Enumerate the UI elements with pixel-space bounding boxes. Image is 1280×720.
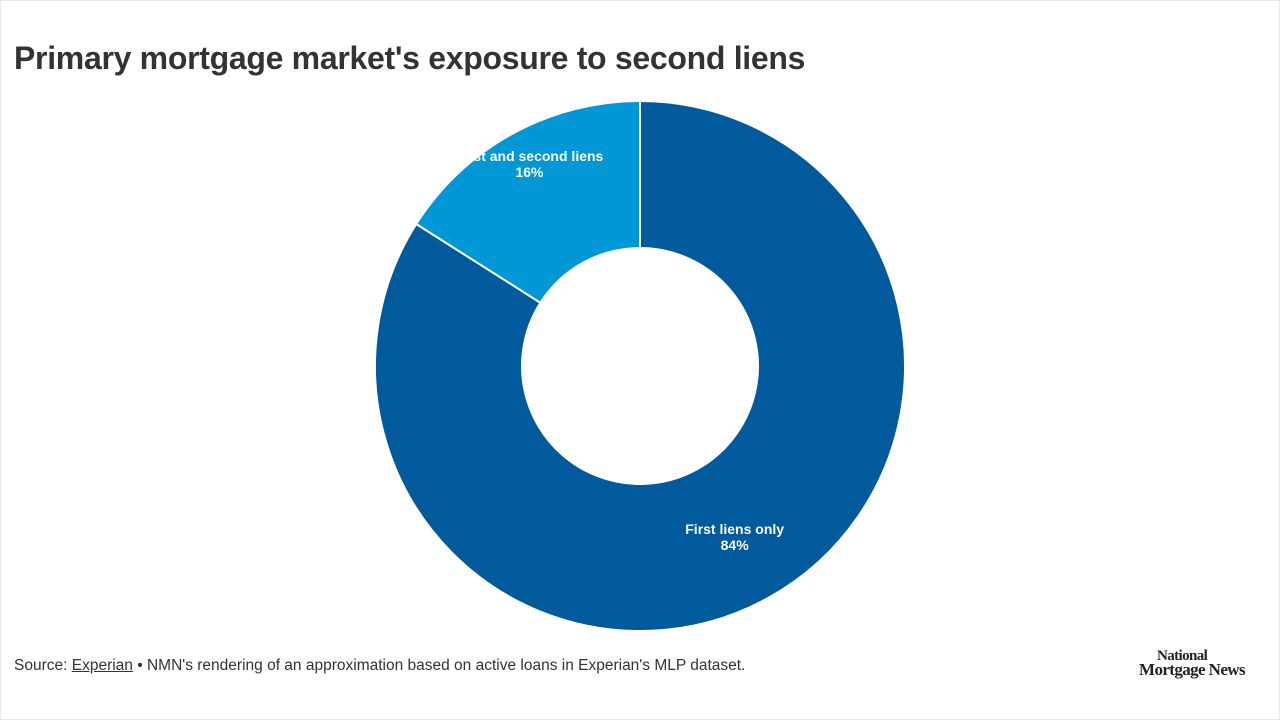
slice-first-liens-only[interactable] <box>374 99 906 632</box>
logo-line-1: National <box>1157 648 1208 664</box>
logo-line-2: Mortgage News <box>1139 660 1246 679</box>
slice-label: First liens only <box>685 521 784 537</box>
slice-value-label: 84% <box>721 537 750 553</box>
source-note: • NMN's rendering of an approximation ba… <box>132 657 746 674</box>
slice-first-and-second-liens[interactable] <box>414 99 641 305</box>
national-mortgage-news-logo: National Mortgage News <box>1139 648 1269 679</box>
slice-label: First and second liens <box>456 148 604 164</box>
slice-value-label: 16% <box>515 164 544 180</box>
source-footer: Source: Experian • NMN's rendering of an… <box>14 657 745 675</box>
source-link-experian[interactable]: Experian <box>71 657 133 674</box>
chart-title: Primary mortgage market's exposure to se… <box>14 40 806 76</box>
source-prefix: Source: <box>14 657 72 674</box>
